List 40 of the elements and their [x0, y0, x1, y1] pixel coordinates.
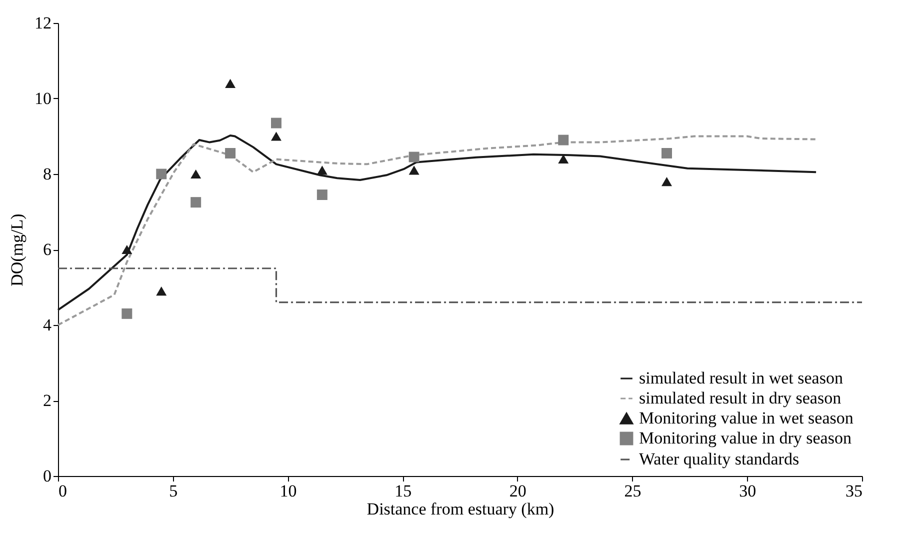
- x-tick-label: 35: [846, 482, 862, 500]
- legend-label: Water quality standards: [639, 450, 800, 468]
- point: [156, 168, 167, 180]
- point: [270, 132, 282, 141]
- point: [122, 308, 132, 319]
- point: [558, 134, 569, 146]
- y-axis-title: DO(mg/L): [8, 214, 26, 286]
- legend-label: simulated result in dry season: [639, 388, 842, 408]
- point: [316, 190, 328, 200]
- y-tick-label: 10: [34, 89, 52, 108]
- y-tick-label: 4: [43, 316, 52, 334]
- x-tick-label: 20: [509, 482, 526, 500]
- x-tick-label: 30: [739, 482, 756, 500]
- point: [190, 197, 202, 208]
- point: [558, 154, 569, 164]
- point: [316, 166, 328, 175]
- y-tick-label: 0: [43, 466, 52, 486]
- legend-label: Monitoring value in wet season: [639, 408, 854, 428]
- point: [190, 169, 202, 179]
- point: [662, 177, 672, 186]
- point: [408, 152, 420, 162]
- point: [156, 286, 167, 296]
- point: [270, 118, 282, 128]
- y-tick-label: 8: [43, 164, 52, 184]
- point: [225, 148, 236, 158]
- y-tick-label: 6: [43, 240, 52, 259]
- legend-label: Monitoring value in dry season: [639, 428, 852, 448]
- point: [225, 78, 236, 88]
- x-tick-label: 0: [58, 482, 67, 500]
- point: [122, 244, 132, 254]
- y-tick-label: 2: [43, 391, 52, 410]
- x-axis-title: Distance from estuary (km): [366, 500, 554, 518]
- point: [408, 166, 420, 175]
- y-tick-label: 12: [34, 14, 52, 32]
- x-tick-label: 5: [169, 482, 178, 500]
- x-tick-label: 15: [394, 482, 412, 500]
- legend-label: simulated result in wet season: [639, 368, 844, 388]
- x-tick-label: 25: [624, 482, 642, 500]
- x-tick-label: 10: [280, 482, 297, 500]
- point: [662, 148, 672, 158]
